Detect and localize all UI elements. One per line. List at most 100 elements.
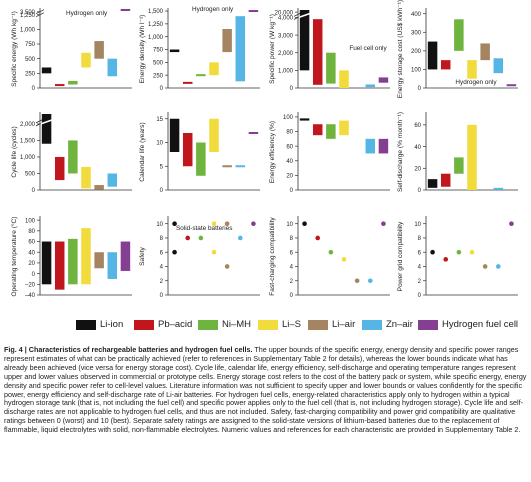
y-tick-label: 500: [25, 57, 36, 63]
bar-hydrogen-fuel-cell: [248, 10, 259, 13]
y-axis-label: Self-discharge (% month⁻¹): [397, 112, 404, 192]
bar-li-ion: [299, 118, 310, 121]
chart-panel-operating-temperature-c: –40 –20 0 20 40 60 80 100 Operating temperature …: [10, 216, 132, 299]
bar-zn-air: [493, 58, 504, 74]
legend-label: Pb–acid: [158, 319, 193, 330]
bar-li-s: [467, 60, 477, 79]
bar-li-s: [339, 70, 349, 88]
y-tick-label: 8: [418, 236, 422, 242]
legend-label: Ni–MH: [222, 319, 252, 330]
figure-caption: Fig. 4 | Characteristics of rechargeable…: [4, 345, 527, 435]
y-tick-label: 0: [418, 293, 422, 299]
y-tick-label: 40: [414, 145, 421, 151]
y-tick-label: 4: [418, 265, 422, 271]
y-axis-label: Safety: [139, 246, 146, 265]
y-tick-label: 4,000: [278, 16, 294, 22]
bar-li-s: [209, 118, 219, 152]
y-tick-label: 100: [283, 115, 294, 121]
dot-li-ion: [172, 249, 177, 255]
legend-swatch: [134, 320, 154, 330]
bar-zn-air: [107, 58, 118, 77]
y-tick-label: 1,000: [20, 155, 36, 161]
y-tick-label: 0: [32, 188, 36, 194]
y-tick-label: 0: [290, 188, 294, 194]
bar-pb-acid: [54, 241, 65, 290]
y-tick-label: 10: [156, 222, 163, 228]
y-tick-label: 0: [32, 86, 36, 92]
bar-zn-air: [493, 187, 504, 190]
bar-hydrogen-fuel-cell: [248, 132, 259, 134]
y-tick-label: 1,000: [148, 35, 164, 41]
y-tick-label: 10: [286, 222, 293, 228]
y-tick-label: 750: [25, 42, 36, 48]
dot-pb-acid: [443, 257, 449, 262]
bar-ni-mh: [68, 80, 78, 85]
y-tick-label: 80: [28, 229, 35, 235]
bar-zn-air: [235, 165, 246, 168]
y-tick-label: 0: [160, 293, 164, 299]
bar-ni-mh: [326, 124, 336, 139]
chart-panel-energy-storage-cost-us-kwh: 0 100 200 300 400 Energy storage cost (US$ kW…: [397, 0, 518, 98]
bar-hydrogen-fuel-cell: [120, 9, 131, 11]
y-tick-label: 500: [153, 61, 164, 67]
chart-annotation: Hydrogen only: [66, 10, 108, 17]
dot-li-air: [354, 278, 360, 284]
bar-pb-acid: [312, 124, 323, 136]
legend-label: Li–S: [282, 319, 302, 330]
bar-li-ion: [427, 41, 438, 70]
y-tick-label: 0: [290, 86, 294, 92]
bar-li-air: [94, 185, 104, 190]
dot-li-ion: [172, 221, 177, 227]
y-tick-label: 40: [28, 250, 35, 256]
bar-li-ion: [169, 118, 180, 152]
y-axis-label: Power grid compatibility: [397, 221, 404, 291]
dot-li-s: [211, 221, 217, 227]
bar-li-air: [480, 43, 490, 61]
bar-zn-air: [235, 16, 246, 82]
bar-ni-mh: [68, 140, 78, 174]
dot-hydrogen-fuel-cell: [251, 221, 256, 227]
y-tick-label: 2: [290, 279, 294, 285]
dot-li-air: [224, 264, 230, 269]
y-tick-label: 500: [25, 172, 36, 178]
y-tick-label: 60: [286, 144, 293, 150]
y-tick-label: 300: [411, 30, 422, 36]
legend-swatch: [362, 320, 382, 330]
y-tick-label: 750: [153, 48, 164, 54]
axis-break-mark: [35, 9, 45, 15]
y-axis-label: Operating temperature (°C): [10, 217, 18, 297]
legend: Li-ion Pb–acid Ni–MH Li–S Li–air Zn–air …: [0, 318, 531, 334]
bar-zn-air: [365, 84, 376, 88]
y-tick-label: 0: [418, 86, 422, 92]
y-tick-label: 250: [25, 72, 36, 78]
chart-panel-self-discharge-month: 0 20 40 60 Self-discharge (% month⁻¹): [397, 112, 518, 194]
y-tick-label: 6: [418, 250, 422, 256]
bar-pb-acid: [440, 173, 451, 187]
bar-hydrogen-fuel-cell: [378, 138, 389, 154]
y-tick-label: 400: [411, 12, 422, 18]
bar-zn-air: [365, 138, 376, 154]
y-axis-label: Cycle life (cycles): [11, 126, 18, 177]
dot-li-air: [482, 264, 488, 269]
chart-panel-calendar-life-years: 0 5 10 15 Calendar life (years): [139, 112, 260, 194]
y-tick-label: 1,500: [148, 9, 164, 15]
dot-zn-air: [237, 235, 243, 241]
y-tick-label: 3,500: [20, 10, 36, 16]
bar-pb-acid: [54, 156, 65, 181]
bar-li-s: [81, 228, 91, 285]
bar-ni-mh: [68, 238, 78, 285]
y-tick-label: 200: [411, 49, 422, 55]
axis-break-mark: [35, 12, 45, 18]
y-axis-label: Energy storage cost (US$ kWh⁻¹): [397, 0, 404, 98]
bar-li-s: [339, 120, 349, 136]
dot-ni-mh: [328, 249, 334, 255]
legend-label: Li-ion: [100, 319, 124, 330]
bar-li-ion: [41, 67, 52, 74]
y-tick-label: 0: [160, 86, 164, 92]
chart-panel-power-grid-compatibility: 0 2 4 6 8 10 Power grid compatibility: [397, 216, 518, 299]
y-tick-label: 1,250: [20, 13, 36, 19]
